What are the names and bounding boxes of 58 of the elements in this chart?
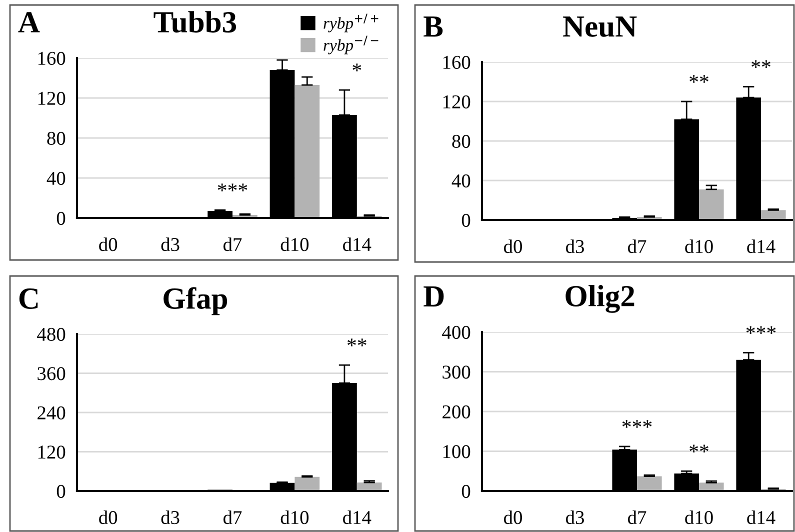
y-tick-label: 80 — [452, 134, 470, 148]
x-tick-label: d0 — [99, 237, 118, 252]
annotation: *** — [218, 184, 248, 192]
x-tick-label: d10 — [685, 239, 713, 254]
y-tick-label: 120 — [443, 95, 470, 108]
chart-title: Gfap — [164, 287, 228, 316]
y-tick-label: 240 — [38, 406, 66, 420]
x-tick-label: d0 — [504, 510, 522, 524]
x-tick-label: d14 — [343, 510, 372, 524]
text: C — [19, 288, 38, 309]
y-tick-label: 120 — [38, 446, 66, 459]
annotation: *** — [746, 326, 776, 334]
x-tick-label: d0 — [99, 510, 118, 524]
x-tick-label: d3 — [161, 237, 180, 252]
y-tick-label: 400 — [442, 326, 470, 339]
x-tick-label: d0 — [504, 239, 522, 254]
x-tick-label: d3 — [161, 510, 180, 524]
x-tick-label: d7 — [628, 510, 646, 524]
annotation: ** — [690, 444, 708, 452]
y-tick-label: 160 — [38, 52, 66, 65]
text: B — [424, 16, 443, 37]
x-tick-label: d3 — [566, 510, 584, 524]
y-tick-label: 480 — [37, 328, 66, 341]
y-tick-label: 80 — [47, 132, 66, 145]
x-tick-label: d3 — [566, 239, 584, 254]
text: A — [18, 12, 40, 32]
annotation: *** — [622, 420, 652, 428]
y-tick-label: 120 — [38, 92, 66, 105]
x-tick-label: d14 — [343, 237, 372, 252]
y-tick-label: 100 — [443, 445, 470, 458]
y-tick-label: 0 — [462, 214, 470, 227]
annotation: ** — [690, 75, 708, 83]
y-tick-label: 300 — [442, 366, 470, 379]
y-tick-label: 40 — [452, 174, 470, 188]
x-tick-label: d7 — [628, 239, 646, 254]
x-tick-label: d10 — [280, 237, 309, 252]
x-tick-label: d7 — [223, 237, 242, 252]
x-tick-label: d10 — [685, 510, 713, 524]
annotation: ** — [752, 60, 770, 68]
y-tick-label: 360 — [38, 367, 66, 380]
legend-label: rybp$^{+/+}$ — [324, 14, 378, 32]
chart-title: Olig2 — [566, 284, 634, 313]
annotation: ** — [348, 338, 366, 346]
x-tick-label: d14 — [747, 510, 776, 524]
y-tick-label: 0 — [56, 212, 66, 225]
y-tick-label: 200 — [442, 405, 470, 418]
x-tick-label: d7 — [223, 510, 242, 524]
text: D — [424, 286, 444, 306]
annotation: * — [352, 64, 362, 72]
legend-label: rybp$^{−/−}$ — [324, 36, 378, 54]
x-tick-label: d14 — [747, 239, 776, 254]
chart-title: Tubb3 — [154, 11, 236, 33]
y-tick-label: 160 — [443, 56, 470, 69]
y-tick-label: 0 — [462, 484, 470, 498]
y-tick-label: 0 — [56, 484, 66, 498]
y-tick-label: 40 — [46, 172, 66, 185]
x-tick-label: d10 — [280, 510, 309, 524]
chart-title: NeuN — [563, 16, 637, 37]
